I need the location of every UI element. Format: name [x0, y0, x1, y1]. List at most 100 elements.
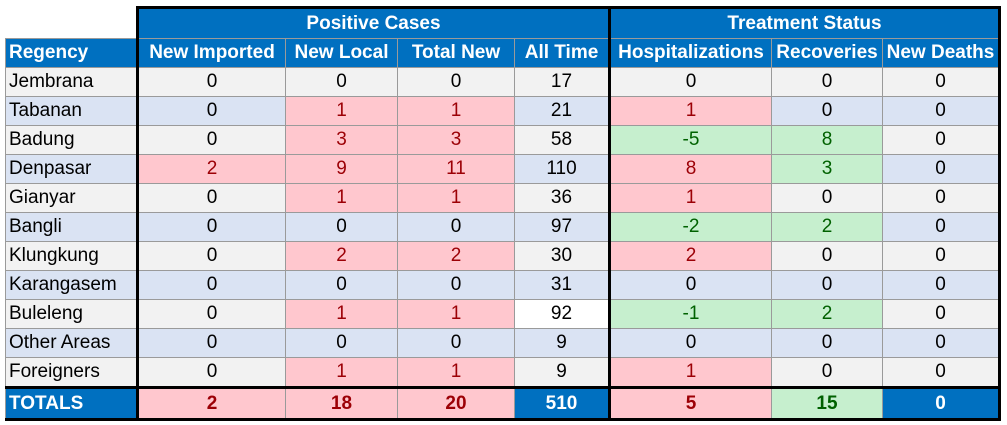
cell-recoveries: 2: [771, 299, 883, 329]
total-recoveries: 15: [771, 386, 883, 421]
cell-hospitalizations: -1: [608, 299, 772, 329]
cell-hospitalizations: 1: [608, 96, 772, 126]
cell-total-new: 0: [397, 328, 515, 358]
cell-recoveries: 2: [771, 212, 883, 242]
cell-recoveries: 0: [771, 357, 883, 388]
cell-recoveries: 0: [771, 67, 883, 97]
cell-all-time: 58: [514, 125, 610, 155]
cell-hospitalizations: 0: [608, 67, 772, 97]
group-header-positive: Positive Cases: [136, 6, 610, 39]
regency-name: Jembrana: [5, 67, 138, 97]
cell-hospitalizations: -2: [608, 212, 772, 242]
cell-new-imported: 0: [136, 67, 286, 97]
cell-hospitalizations: 1: [608, 183, 772, 213]
cell-total-new: 0: [397, 212, 515, 242]
cell-new-imported: 0: [136, 183, 286, 213]
cell-recoveries: 0: [771, 183, 883, 213]
regency-name: Badung: [5, 125, 138, 155]
cell-recoveries: 8: [771, 125, 883, 155]
total-new-deaths: 0: [882, 386, 1001, 421]
regency-name: Klungkung: [5, 241, 138, 271]
cell-new-imported: 2: [136, 154, 286, 184]
cell-new-local: 1: [285, 96, 398, 126]
column-header-new-imported: New Imported: [136, 38, 286, 68]
cell-all-time: 110: [514, 154, 610, 184]
cell-all-time: 92: [514, 299, 610, 329]
regency-name: Foreigners: [5, 357, 138, 388]
column-header-regency: Regency: [5, 38, 138, 68]
cell-total-new: 3: [397, 125, 515, 155]
cell-new-imported: 0: [136, 96, 286, 126]
cell-new-imported: 0: [136, 125, 286, 155]
total-all-time: 510: [514, 386, 610, 421]
cell-recoveries: 0: [771, 328, 883, 358]
regency-name: Tabanan: [5, 96, 138, 126]
cell-hospitalizations: -5: [608, 125, 772, 155]
regency-name: Other Areas: [5, 328, 138, 358]
column-header-new-local: New Local: [285, 38, 398, 68]
cell-new-imported: 0: [136, 241, 286, 271]
totals-row: TOTALS 2 18 20 510 5 15 0: [5, 386, 1001, 421]
cell-all-time: 9: [514, 328, 610, 358]
cell-all-time: 9: [514, 357, 610, 388]
cell-total-new: 1: [397, 299, 515, 329]
regency-name: Bangli: [5, 212, 138, 242]
column-header-new-deaths: New Deaths: [882, 38, 1001, 68]
column-header-total-new: Total New: [397, 38, 515, 68]
cell-recoveries: 0: [771, 241, 883, 271]
table-row: Other Areas 0 0 0 9 0 0 0: [5, 328, 1001, 358]
totals-label: TOTALS: [5, 386, 138, 421]
total-hospitalizations: 5: [608, 386, 772, 421]
cell-new-local: 2: [285, 241, 398, 271]
regency-name: Denpasar: [5, 154, 138, 184]
table-row: Tabanan 0 1 1 21 1 0 0: [5, 96, 1001, 126]
table-row: Gianyar 0 1 1 36 1 0 0: [5, 183, 1001, 213]
cell-total-new: 1: [397, 183, 515, 213]
total-new-imported: 2: [136, 386, 286, 421]
cell-total-new: 11: [397, 154, 515, 184]
column-header-hospitalizations: Hospitalizations: [608, 38, 772, 68]
table-row: Denpasar 2 9 11 110 8 3 0: [5, 154, 1001, 184]
table-row: Karangasem 0 0 0 31 0 0 0: [5, 270, 1001, 300]
table-row: Badung 0 3 3 58 -5 8 0: [5, 125, 1001, 155]
column-header-recoveries: Recoveries: [771, 38, 883, 68]
cell-total-new: 0: [397, 67, 515, 97]
cell-recoveries: 3: [771, 154, 883, 184]
cell-new-imported: 0: [136, 328, 286, 358]
cell-new-deaths: 0: [882, 270, 1001, 300]
cell-new-deaths: 0: [882, 299, 1001, 329]
cell-total-new: 2: [397, 241, 515, 271]
cell-hospitalizations: 1: [608, 357, 772, 388]
total-total-new: 20: [397, 386, 515, 421]
cell-new-imported: 0: [136, 299, 286, 329]
cell-new-local: 1: [285, 299, 398, 329]
corner-blank: [5, 7, 138, 39]
cell-all-time: 17: [514, 67, 610, 97]
regency-name: Buleleng: [5, 299, 138, 329]
cell-new-local: 0: [285, 212, 398, 242]
cell-new-deaths: 0: [882, 241, 1001, 271]
table-row: Jembrana 0 0 0 17 0 0 0: [5, 67, 1001, 97]
cell-all-time: 30: [514, 241, 610, 271]
cell-new-imported: 0: [136, 270, 286, 300]
cell-new-deaths: 0: [882, 154, 1001, 184]
column-header-all-time: All Time: [514, 38, 610, 68]
cell-new-deaths: 0: [882, 183, 1001, 213]
regency-name: Karangasem: [5, 270, 138, 300]
group-header-treatment: Treatment Status: [608, 6, 1001, 39]
cell-total-new: 0: [397, 270, 515, 300]
table-row: Buleleng 0 1 1 92 -1 2 0: [5, 299, 1001, 329]
cell-hospitalizations: 2: [608, 241, 772, 271]
cell-new-local: 3: [285, 125, 398, 155]
cell-new-deaths: 0: [882, 357, 1001, 388]
cell-new-deaths: 0: [882, 96, 1001, 126]
cell-hospitalizations: 0: [608, 328, 772, 358]
cell-all-time: 31: [514, 270, 610, 300]
total-new-local: 18: [285, 386, 398, 421]
cell-new-local: 0: [285, 270, 398, 300]
cell-new-deaths: 0: [882, 67, 1001, 97]
cell-new-imported: 0: [136, 357, 286, 388]
cell-total-new: 1: [397, 357, 515, 388]
cell-new-local: 0: [285, 328, 398, 358]
cell-all-time: 97: [514, 212, 610, 242]
